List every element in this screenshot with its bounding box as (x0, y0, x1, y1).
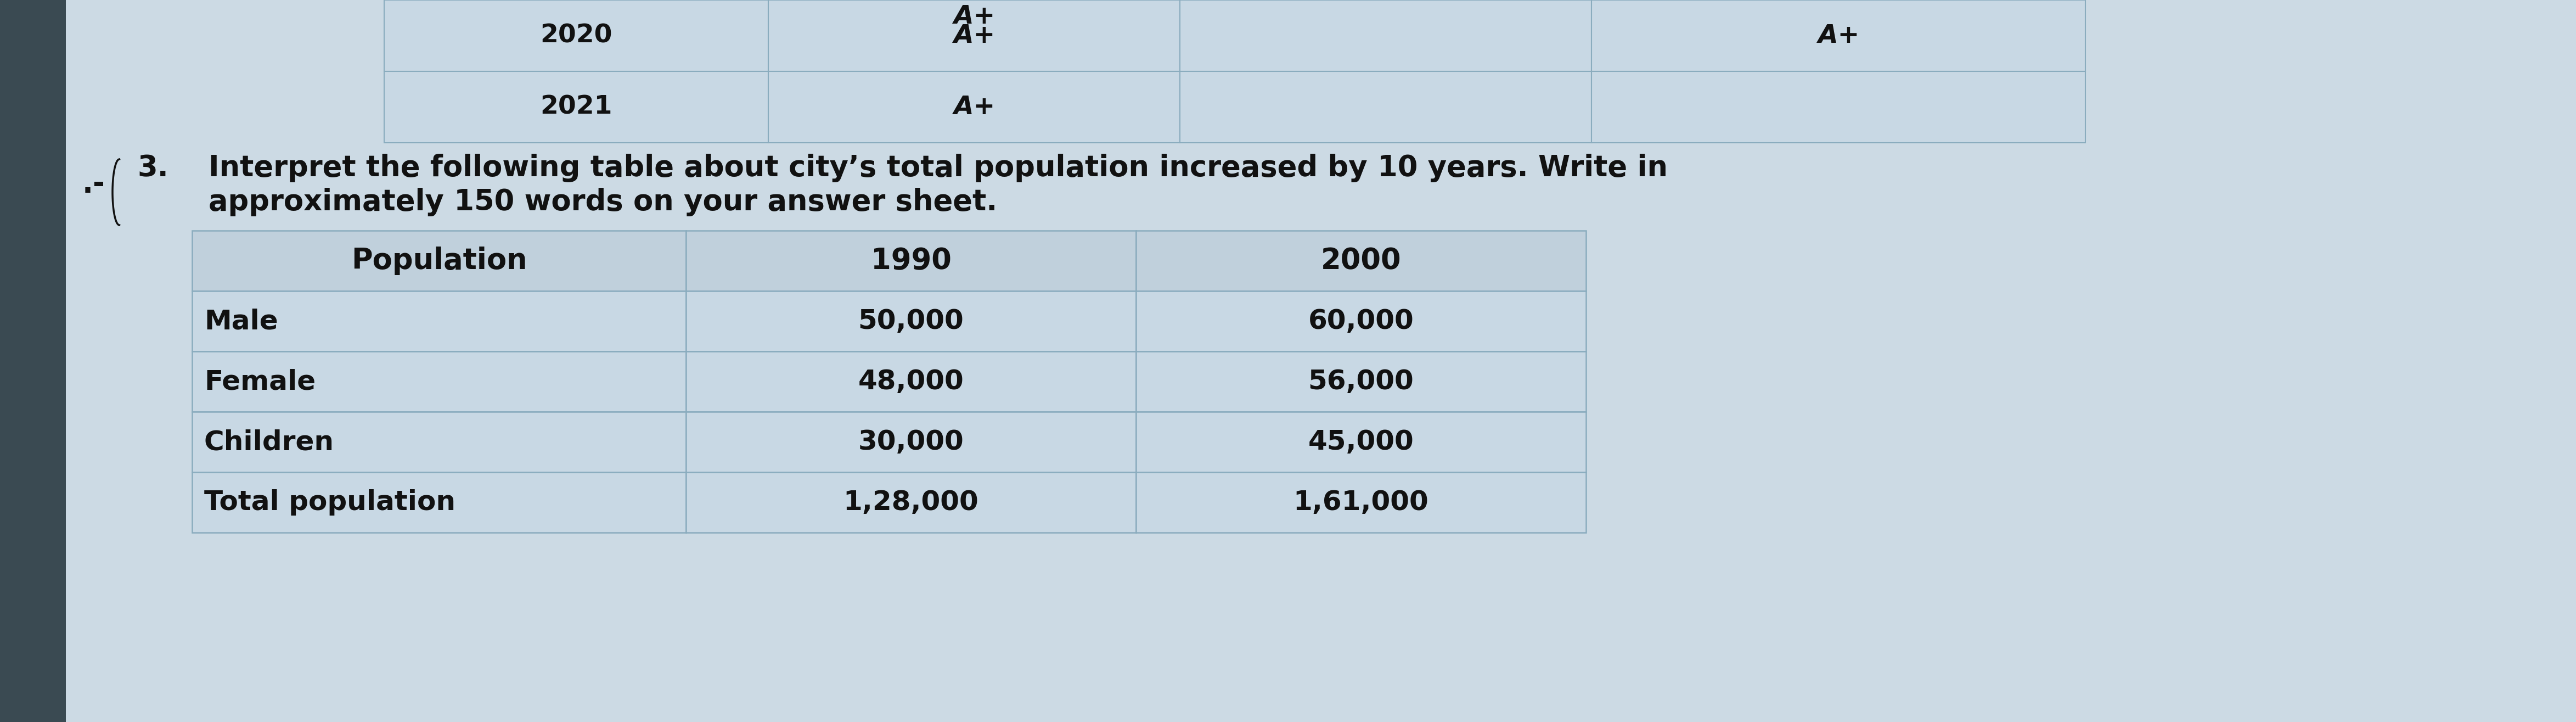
Text: 45,000: 45,000 (1309, 429, 1414, 455)
Text: 1,28,000: 1,28,000 (842, 490, 979, 516)
Bar (685, 472, 1136, 533)
Bar (685, 291, 1136, 352)
Bar (193, 230, 685, 291)
Text: 50,000: 50,000 (858, 308, 963, 334)
Bar (1180, 0, 1592, 71)
Bar (685, 352, 1136, 412)
Bar (685, 230, 1136, 291)
Text: 2000: 2000 (1321, 246, 1401, 275)
Text: 60,000: 60,000 (1309, 308, 1414, 334)
Bar (685, 412, 1136, 472)
Text: 2021: 2021 (541, 95, 613, 119)
Text: Interpret the following table about city’s total population increased by 10 year: Interpret the following table about city… (209, 154, 1667, 182)
Text: 48,000: 48,000 (858, 368, 963, 395)
Bar (1136, 230, 1587, 291)
Text: A+: A+ (953, 23, 994, 48)
Text: 3.: 3. (137, 154, 167, 182)
Text: 30,000: 30,000 (858, 429, 963, 455)
Bar (0, 0, 67, 722)
Bar (1592, 71, 2087, 143)
Text: 1990: 1990 (871, 246, 951, 275)
Bar (1592, 0, 2087, 71)
Bar (384, 0, 768, 71)
Text: Population: Population (350, 246, 528, 275)
Text: 2020: 2020 (541, 23, 613, 48)
Text: 56,000: 56,000 (1309, 368, 1414, 395)
Bar (193, 352, 685, 412)
Bar (1136, 412, 1587, 472)
Text: Children: Children (204, 429, 335, 455)
Bar (384, 71, 768, 143)
Bar (193, 412, 685, 472)
Bar (1180, 71, 1592, 143)
Text: A+: A+ (953, 4, 994, 29)
Text: Total population: Total population (204, 490, 456, 516)
Text: Male: Male (204, 308, 278, 334)
Bar (193, 291, 685, 352)
Text: .-: .- (82, 170, 106, 199)
Bar (768, 71, 1180, 143)
Text: A+: A+ (1819, 23, 1860, 48)
Bar (1136, 291, 1587, 352)
Bar (768, 0, 1180, 71)
Text: A+: A+ (953, 95, 994, 119)
Bar (193, 472, 685, 533)
Bar (1136, 352, 1587, 412)
Bar (1136, 472, 1587, 533)
Text: Female: Female (204, 368, 317, 395)
Text: 1,61,000: 1,61,000 (1293, 490, 1430, 516)
Text: approximately 150 words on your answer sheet.: approximately 150 words on your answer s… (209, 188, 997, 217)
